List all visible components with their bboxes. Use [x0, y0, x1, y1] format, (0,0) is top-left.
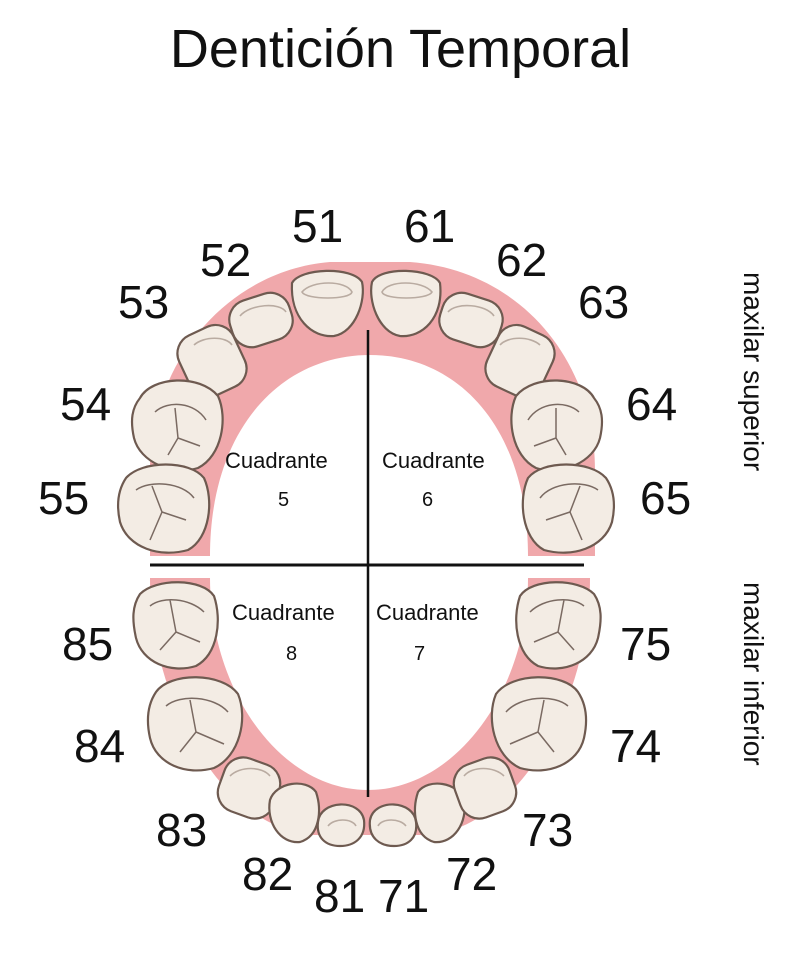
quadrant-8-number: 8: [286, 643, 297, 665]
tooth-number-55: 55: [38, 472, 89, 524]
tooth-number-63: 63: [578, 276, 629, 328]
tooth-number-71: 71: [378, 870, 429, 922]
tooth-number-52: 52: [200, 234, 251, 286]
tooth-number-62: 62: [496, 234, 547, 286]
tooth-84: [146, 676, 244, 772]
tooth-number-74: 74: [610, 720, 661, 772]
tooth-73: [452, 756, 518, 820]
tooth-71: [368, 803, 418, 848]
tooth-number-75: 75: [620, 618, 671, 670]
quadrant-7-number: 7: [414, 643, 425, 665]
tooth-number-73: 73: [522, 804, 573, 856]
quadrant-5-label: Cuadrante: [225, 448, 328, 473]
tooth-number-85: 85: [62, 618, 113, 670]
upper-jaw-label: maxilar superior: [738, 272, 769, 471]
tooth-65: [521, 463, 616, 554]
lower-jaw-label: maxilar inferior: [738, 582, 769, 766]
diagram-title: Dentición Temporal: [169, 19, 632, 79]
tooth-64: [510, 379, 604, 472]
tooth-63: [484, 323, 556, 399]
tooth-number-65: 65: [640, 472, 691, 524]
tooth-52: [228, 291, 294, 349]
quadrant-5-number: 5: [278, 489, 289, 511]
tooth-85: [132, 581, 219, 670]
tooth-number-72: 72: [446, 848, 497, 900]
tooth-number-82: 82: [242, 848, 293, 900]
tooth-51: [290, 269, 364, 338]
tooth-82: [268, 782, 321, 844]
tooth-54: [130, 379, 224, 472]
tooth-83: [216, 756, 282, 820]
tooth-74: [490, 676, 588, 772]
tooth-number-81: 81: [314, 870, 365, 922]
tooth-55: [116, 463, 211, 554]
quadrant-6-label: Cuadrante: [382, 448, 485, 473]
tooth-number-54: 54: [60, 378, 111, 430]
tooth-53: [176, 323, 248, 399]
tooth-81: [316, 803, 366, 848]
tooth-72: [413, 782, 466, 844]
tooth-number-53: 53: [118, 276, 169, 328]
tooth-number-61: 61: [404, 200, 455, 252]
tooth-number-83: 83: [156, 804, 207, 856]
quadrant-6-number: 6: [422, 489, 433, 511]
tooth-62: [438, 291, 504, 349]
quadrant-7-label: Cuadrante: [376, 600, 479, 625]
tooth-75: [515, 581, 602, 670]
tooth-number-64: 64: [626, 378, 677, 430]
tooth-number-51: 51: [292, 200, 343, 252]
tooth-61: [370, 269, 442, 338]
quadrant-8-label: Cuadrante: [232, 600, 335, 625]
tooth-number-84: 84: [74, 720, 125, 772]
